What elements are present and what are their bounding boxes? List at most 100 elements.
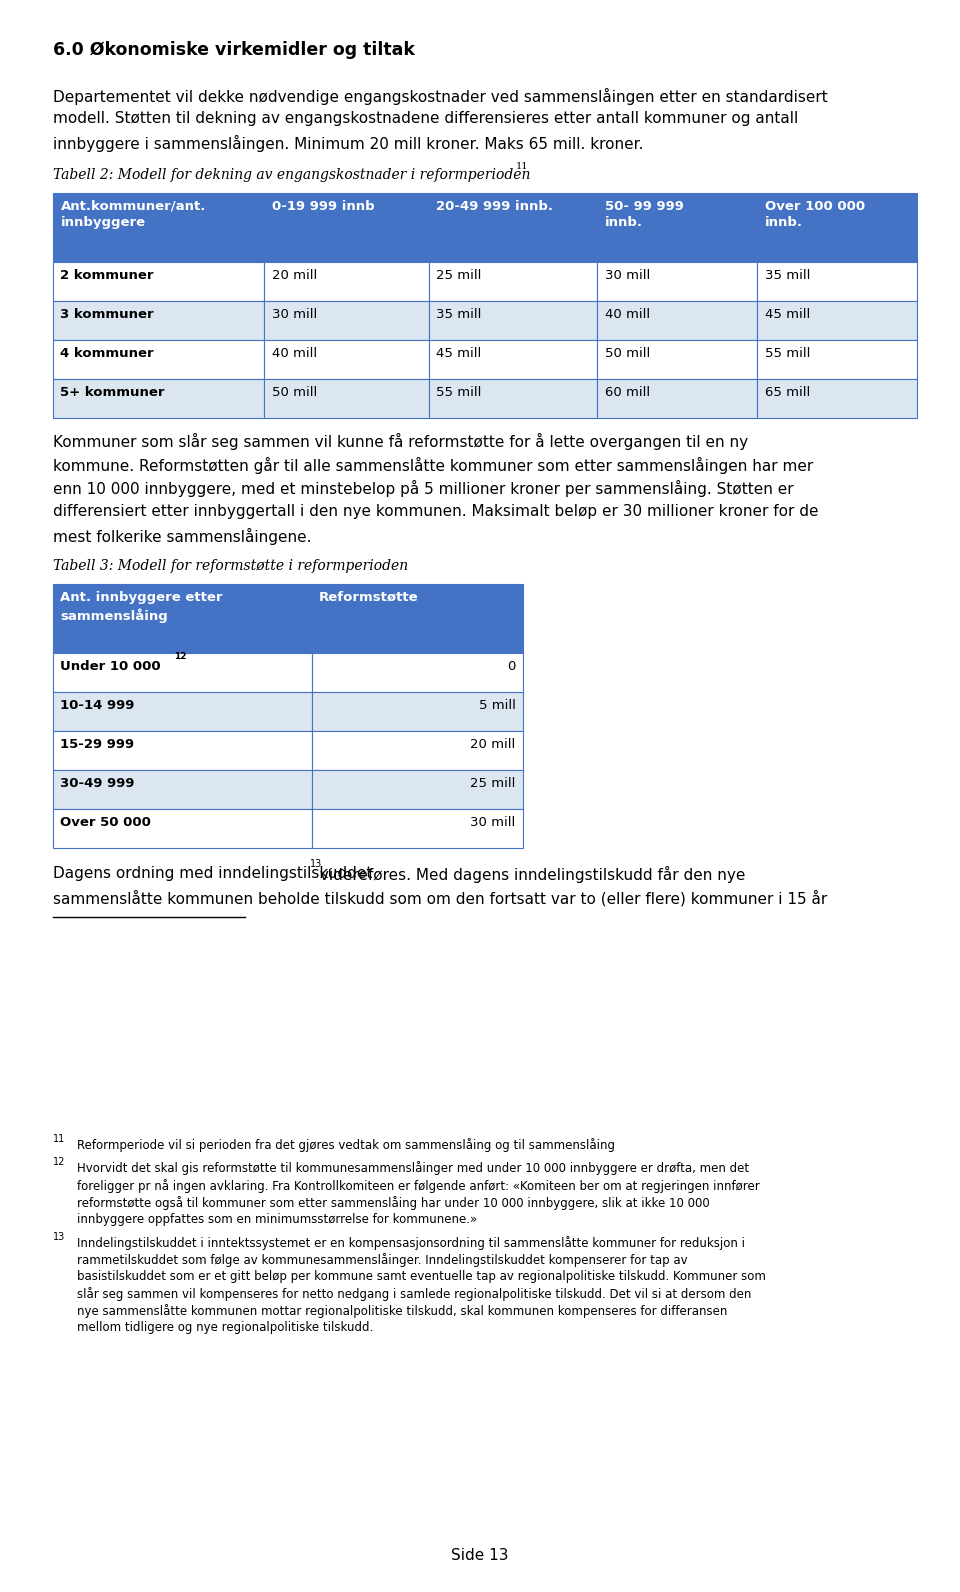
Bar — [53, 809, 311, 849]
Text: 40 mill: 40 mill — [605, 307, 650, 322]
Text: 30 mill: 30 mill — [470, 817, 516, 829]
Text: Ant. innbyggere etter
sammenslåing: Ant. innbyggere etter sammenslåing — [60, 591, 223, 622]
Text: 0-19 999 innb: 0-19 999 innb — [273, 199, 374, 213]
Text: 20-49 999 innb.: 20-49 999 innb. — [436, 199, 553, 213]
Bar — [264, 341, 428, 379]
Text: Departementet vil dekke nødvendige engangskostnader ved sammenslåingen etter en : Departementet vil dekke nødvendige engan… — [53, 88, 828, 105]
Bar — [756, 263, 917, 301]
Text: Tabell 2: Modell for dekning av engangskostnader i reformperioden: Tabell 2: Modell for dekning av engangsk… — [53, 167, 530, 181]
Text: 15-29 999: 15-29 999 — [60, 739, 134, 751]
Text: 30 mill: 30 mill — [605, 269, 650, 282]
Bar — [264, 379, 428, 417]
Text: 5+ kommuner: 5+ kommuner — [60, 385, 165, 398]
Text: modell. Støtten til dekning av engangskostnadene differensieres etter antall kom: modell. Støtten til dekning av engangsko… — [53, 111, 798, 126]
Bar — [311, 771, 523, 809]
Text: 65 mill: 65 mill — [764, 385, 810, 398]
Bar — [311, 584, 523, 653]
Bar — [264, 263, 428, 301]
Bar — [756, 193, 917, 263]
Bar — [597, 341, 756, 379]
Text: 35 mill: 35 mill — [436, 307, 482, 322]
Text: 0: 0 — [507, 661, 516, 673]
Text: 40 mill: 40 mill — [273, 347, 318, 360]
Bar — [311, 693, 523, 731]
Text: 50- 99 999
innb.: 50- 99 999 innb. — [605, 199, 684, 229]
Bar — [53, 379, 264, 417]
Text: 35 mill: 35 mill — [764, 269, 810, 282]
Bar — [53, 193, 264, 263]
Text: 11: 11 — [53, 1134, 65, 1145]
Bar — [264, 193, 428, 263]
Text: Over 100 000
innb.: Over 100 000 innb. — [764, 199, 865, 229]
Text: 30-49 999: 30-49 999 — [60, 777, 135, 790]
Text: 4 kommuner: 4 kommuner — [60, 347, 155, 360]
Text: 50 mill: 50 mill — [605, 347, 650, 360]
Text: innbyggere i sammenslåingen. Minimum 20 mill kroner. Maks 65 mill. kroner.: innbyggere i sammenslåingen. Minimum 20 … — [53, 135, 643, 151]
Text: 12: 12 — [174, 653, 186, 661]
Bar — [311, 809, 523, 849]
Text: Hvorvidt det skal gis reformstøtte til kommunesammenslåinger med under 10 000 in: Hvorvidt det skal gis reformstøtte til k… — [77, 1162, 749, 1175]
Bar — [597, 263, 756, 301]
Text: Reformstøtte: Reformstøtte — [319, 591, 419, 603]
Text: 11: 11 — [516, 162, 528, 172]
Bar — [428, 193, 597, 263]
Text: 45 mill: 45 mill — [764, 307, 810, 322]
Text: 60 mill: 60 mill — [605, 385, 650, 398]
Bar — [756, 341, 917, 379]
Text: 20 mill: 20 mill — [273, 269, 318, 282]
Text: foreligger pr nå ingen avklaring. Fra Kontrollkomiteen er følgende anført: «Komi: foreligger pr nå ingen avklaring. Fra Ko… — [77, 1178, 759, 1192]
Bar — [756, 379, 917, 417]
Bar — [756, 301, 917, 341]
Bar — [53, 771, 311, 809]
Text: 55 mill: 55 mill — [436, 385, 482, 398]
Text: basistilskuddet som er et gitt beløp per kommune samt eventuelle tap av regional: basistilskuddet som er et gitt beløp per… — [77, 1270, 766, 1283]
Text: 25 mill: 25 mill — [470, 777, 516, 790]
Bar — [311, 731, 523, 771]
Bar — [53, 653, 311, 693]
Text: 45 mill: 45 mill — [436, 347, 482, 360]
Text: mellom tidligere og nye regionalpolitiske tilskudd.: mellom tidligere og nye regionalpolitisk… — [77, 1321, 373, 1334]
Text: 5 mill: 5 mill — [479, 699, 516, 712]
Text: Reformperiode vil si perioden fra det gjøres vedtak om sammenslåing og til samme: Reformperiode vil si perioden fra det gj… — [77, 1138, 614, 1153]
Text: slår seg sammen vil kompenseres for netto nedgang i samlede regionalpolitiske ti: slår seg sammen vil kompenseres for nett… — [77, 1288, 751, 1301]
Bar — [53, 731, 311, 771]
Bar — [53, 341, 264, 379]
Bar — [428, 301, 597, 341]
Bar — [53, 263, 264, 301]
Text: reformstøtte også til kommuner som etter sammenslåing har under 10 000 innbygger: reformstøtte også til kommuner som etter… — [77, 1196, 709, 1210]
Text: 13: 13 — [309, 860, 322, 869]
Text: Inndelingstilskuddet i inntektssystemet er en kompensasjonsordning til sammenslå: Inndelingstilskuddet i inntektssystemet … — [77, 1235, 745, 1250]
Bar — [311, 653, 523, 693]
Text: Over 50 000: Over 50 000 — [60, 817, 152, 829]
Text: 12: 12 — [53, 1157, 65, 1167]
Bar — [597, 301, 756, 341]
Bar — [53, 693, 311, 731]
Bar — [428, 379, 597, 417]
Text: Kommuner som slår seg sammen vil kunne få reformstøtte for å lette overgangen ti: Kommuner som slår seg sammen vil kunne f… — [53, 433, 748, 451]
Text: 13: 13 — [53, 1232, 65, 1242]
Text: 55 mill: 55 mill — [764, 347, 810, 360]
Text: 2 kommuner: 2 kommuner — [60, 269, 154, 282]
Text: 10-14 999: 10-14 999 — [60, 699, 134, 712]
Bar — [428, 341, 597, 379]
Text: Side 13: Side 13 — [451, 1549, 509, 1563]
Text: Under 10 000: Under 10 000 — [60, 661, 161, 673]
Bar — [264, 301, 428, 341]
Text: videreføres. Med dagens inndelingstilskudd får den nye: videreføres. Med dagens inndelingstilsku… — [315, 866, 745, 884]
Text: nye sammenslåtte kommunen mottar regionalpolitiske tilskudd, skal kommunen kompe: nye sammenslåtte kommunen mottar regiona… — [77, 1304, 727, 1318]
Text: rammetilskuddet som følge av kommunesammenslåinger. Inndelingstilskuddet kompens: rammetilskuddet som følge av kommunesamm… — [77, 1253, 687, 1267]
Bar — [428, 263, 597, 301]
Text: 6.0 Økonomiske virkemidler og tiltak: 6.0 Økonomiske virkemidler og tiltak — [53, 41, 415, 59]
Text: 25 mill: 25 mill — [436, 269, 482, 282]
Text: 30 mill: 30 mill — [273, 307, 318, 322]
Bar — [53, 584, 311, 653]
Text: 50 mill: 50 mill — [273, 385, 318, 398]
Text: Ant.kommuner/ant.
innbyggere: Ant.kommuner/ant. innbyggere — [60, 199, 205, 229]
Bar — [597, 193, 756, 263]
Text: 20 mill: 20 mill — [470, 739, 516, 751]
Text: sammenslåtte kommunen beholde tilskudd som om den fortsatt var to (eller flere) : sammenslåtte kommunen beholde tilskudd s… — [53, 890, 828, 906]
Text: mest folkerike sammenslåingene.: mest folkerike sammenslåingene. — [53, 527, 311, 544]
Bar — [597, 379, 756, 417]
Text: Tabell 3: Modell for reformstøtte i reformperioden: Tabell 3: Modell for reformstøtte i refo… — [53, 559, 408, 573]
Text: innbyggere oppfattes som en minimumsstørrelse for kommunene.»: innbyggere oppfattes som en minimumsstør… — [77, 1213, 477, 1226]
